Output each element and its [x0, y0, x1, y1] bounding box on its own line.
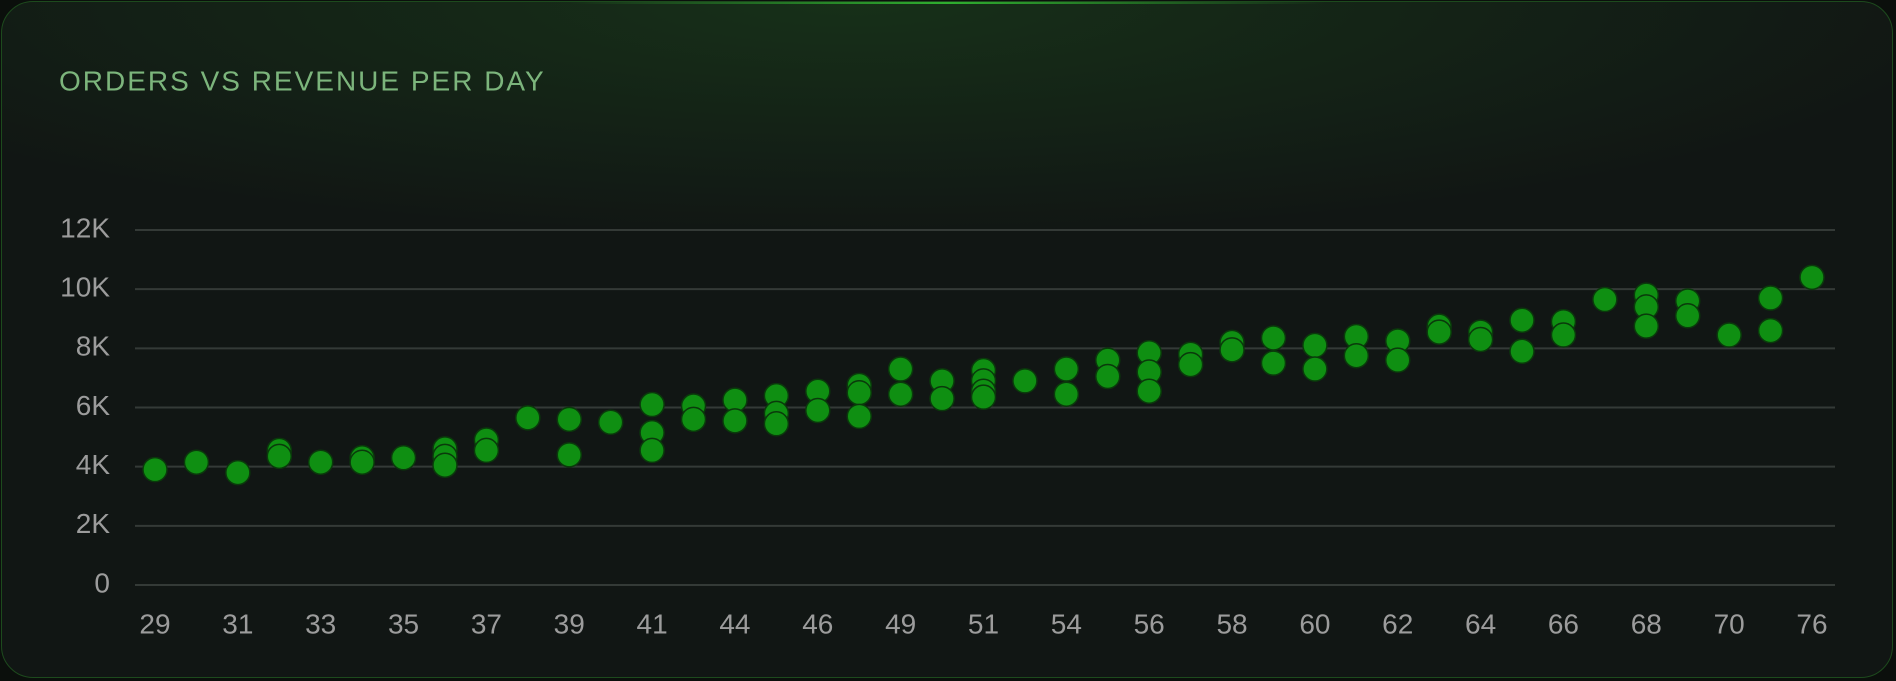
y-tick-label: 2K: [76, 508, 111, 539]
point: [1757, 285, 1784, 311]
point: [1467, 326, 1494, 353]
point: [515, 405, 541, 431]
point: [1177, 351, 1204, 378]
x-tick-label: 76: [1796, 608, 1827, 639]
point: [887, 356, 914, 382]
point: [1053, 356, 1080, 382]
point: [183, 449, 210, 475]
x-tick-label: 70: [1714, 608, 1745, 639]
point: [390, 445, 417, 471]
point: [1260, 350, 1287, 376]
point: [1053, 381, 1080, 407]
point: [1012, 368, 1038, 394]
point: [349, 449, 375, 475]
point: [1302, 356, 1328, 382]
x-tick-label: 41: [637, 608, 668, 639]
point: [1592, 286, 1618, 313]
x-tick-label: 60: [1299, 608, 1330, 639]
point: [1716, 322, 1742, 348]
y-tick-label: 4K: [76, 449, 111, 480]
chart-title: ORDERS VS REVENUE PER DAY: [59, 65, 546, 96]
point: [1509, 307, 1535, 333]
x-tick-label: 68: [1631, 608, 1662, 639]
point: [680, 406, 707, 433]
x-tick-label: 62: [1382, 608, 1413, 639]
point: [473, 437, 500, 464]
point: [846, 403, 872, 430]
x-tick-label: 56: [1134, 608, 1165, 639]
x-tick-label: 64: [1465, 608, 1496, 639]
point: [556, 406, 582, 433]
point: [1550, 322, 1577, 348]
point: [1343, 342, 1370, 369]
point: [1799, 264, 1825, 291]
x-tick-label: 51: [968, 608, 999, 639]
x-tick-label: 49: [885, 608, 916, 639]
point: [1095, 363, 1121, 390]
point: [722, 408, 748, 434]
point: [639, 437, 665, 464]
point: [1509, 338, 1535, 365]
point: [970, 384, 997, 410]
point: [887, 381, 914, 407]
x-tick-label: 54: [1051, 608, 1082, 639]
point: [846, 379, 872, 406]
point: [1674, 303, 1701, 329]
point: [929, 385, 955, 412]
point: [1426, 319, 1452, 345]
x-tick-label: 44: [719, 608, 750, 639]
x-tick-label: 33: [305, 608, 336, 639]
point: [639, 391, 665, 418]
y-tick-label: 12K: [60, 212, 110, 243]
y-tick-label: 0: [94, 567, 110, 598]
x-tick-label: 35: [388, 608, 419, 639]
point: [225, 459, 251, 486]
point: [556, 442, 582, 468]
y-tick-label: 8K: [76, 331, 111, 362]
point: [1757, 317, 1784, 344]
x-tick-label: 66: [1548, 608, 1579, 639]
point: [266, 443, 293, 470]
point: [1136, 378, 1162, 404]
point: [1633, 313, 1660, 339]
point: [805, 397, 831, 424]
point: [597, 409, 624, 436]
x-tick-label: 37: [471, 608, 502, 639]
x-tick-label: 31: [222, 608, 253, 639]
x-tick-label: 39: [554, 608, 585, 639]
y-tick-label: 10K: [60, 272, 110, 303]
point: [307, 449, 334, 475]
point: [1260, 325, 1287, 351]
point: [763, 411, 790, 437]
point: [1302, 332, 1328, 359]
x-tick-label: 58: [1216, 608, 1247, 639]
x-tick-label: 46: [802, 608, 833, 639]
y-tick-label: 6K: [76, 390, 111, 421]
point: [1385, 347, 1411, 373]
x-tick-label: 29: [139, 608, 170, 639]
point: [1219, 337, 1245, 363]
point: [432, 452, 458, 478]
point: [142, 456, 168, 483]
